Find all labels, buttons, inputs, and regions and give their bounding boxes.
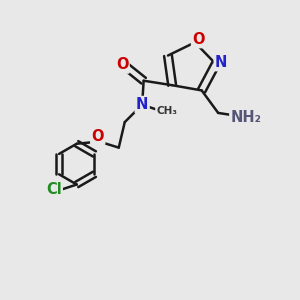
Text: CH₃: CH₃ — [156, 106, 177, 116]
Text: O: O — [192, 32, 205, 47]
Text: N: N — [136, 97, 148, 112]
Text: O: O — [116, 57, 128, 72]
Text: NH₂: NH₂ — [231, 110, 262, 125]
Text: N: N — [215, 55, 227, 70]
Text: O: O — [92, 129, 104, 144]
Text: Cl: Cl — [46, 182, 62, 197]
